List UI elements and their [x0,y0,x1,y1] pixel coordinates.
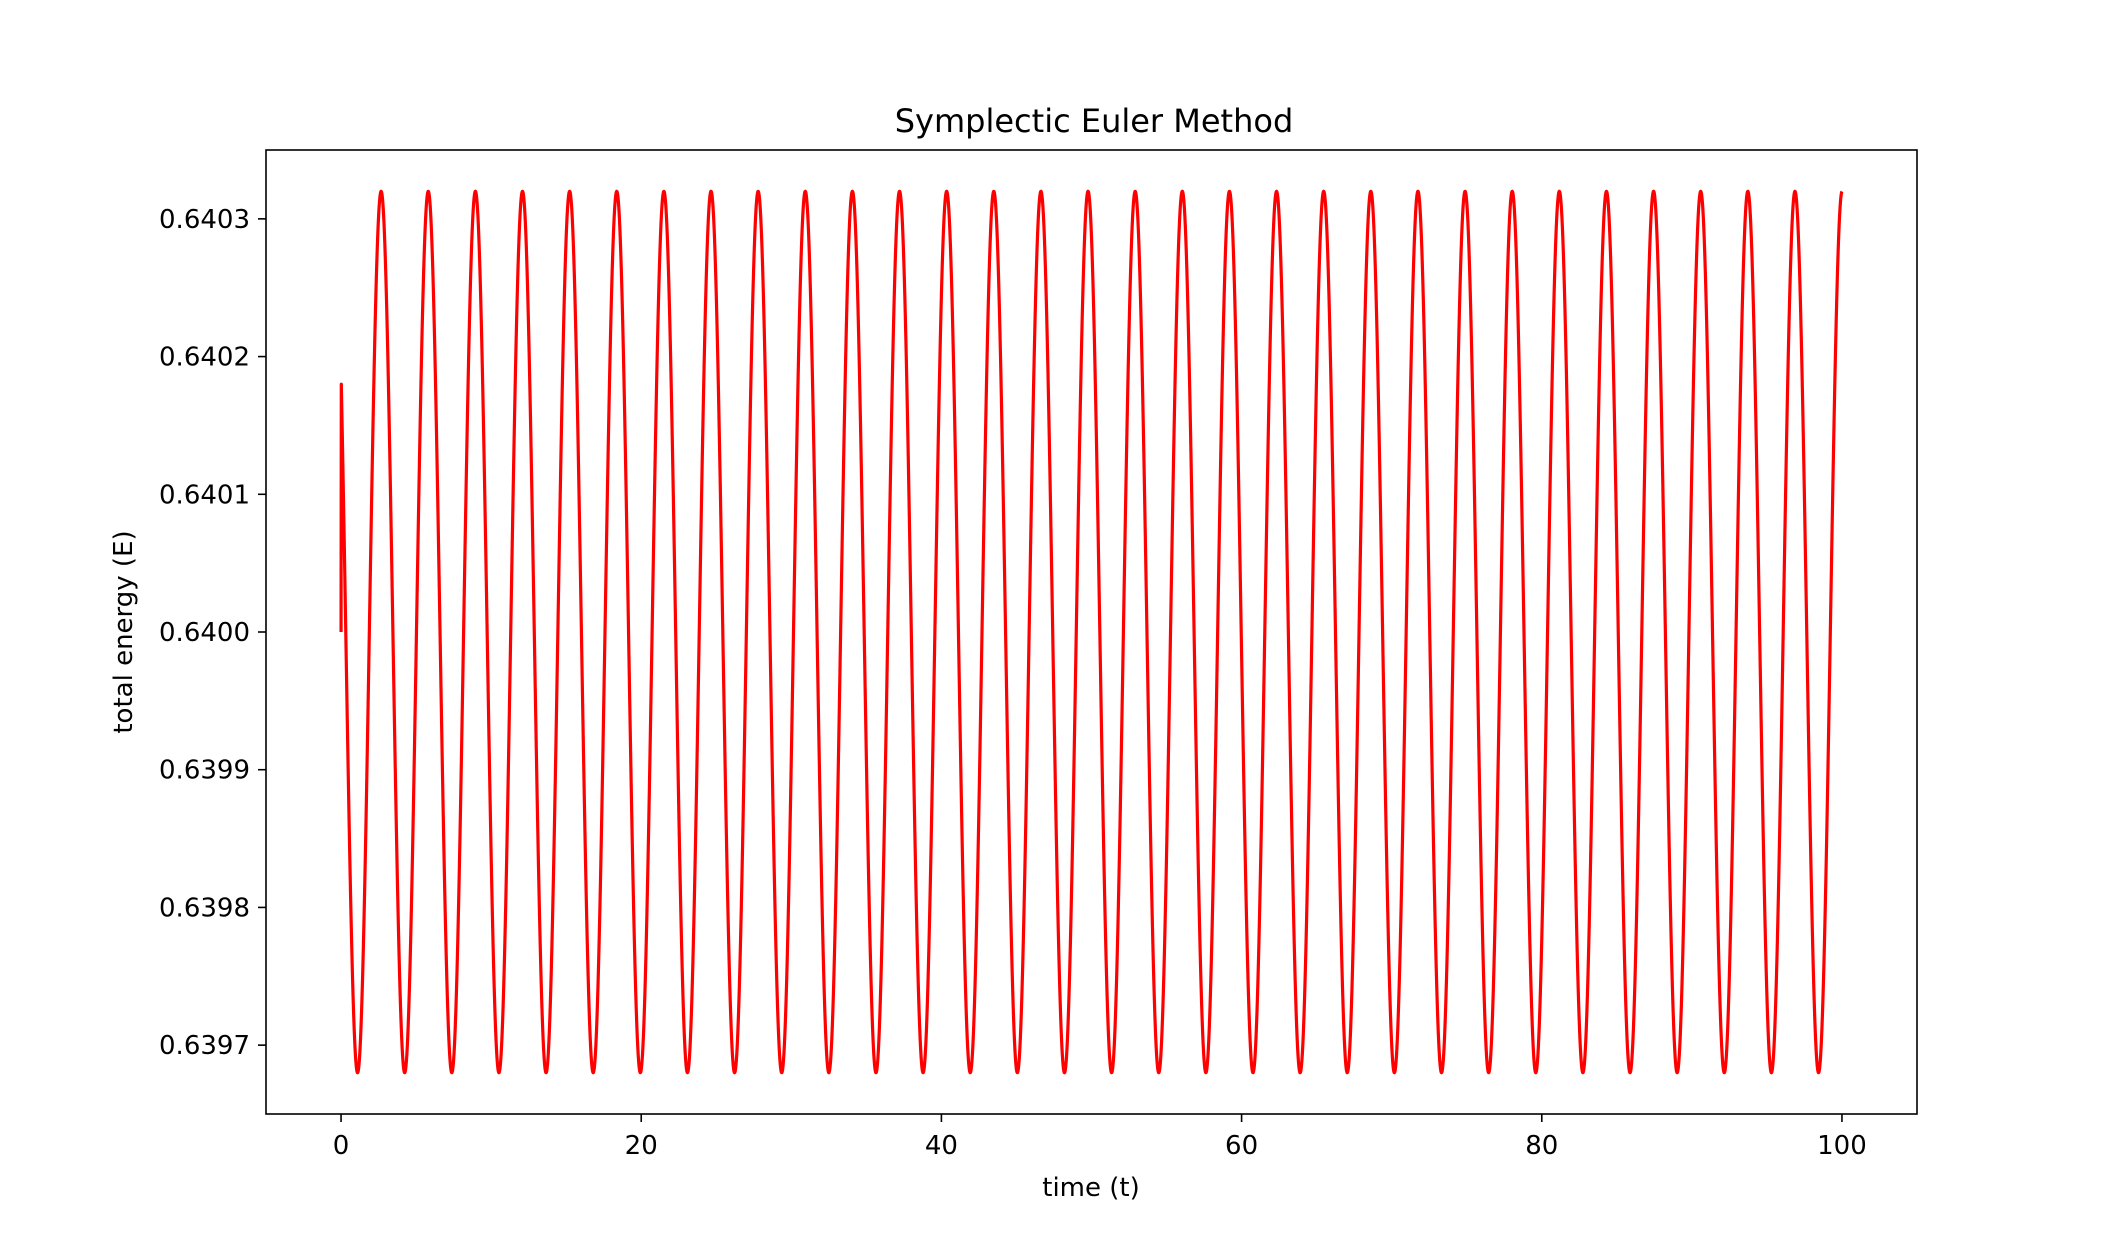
x-axis-label: time (t) [1042,1173,1140,1203]
y-tick-label: 0.6399 [159,756,250,786]
y-tick-label: 0.6402 [159,343,250,373]
y-axis-label: total energy (E) [109,530,139,733]
x-tick-label: 100 [1817,1131,1867,1161]
y-tick-label: 0.6400 [159,618,250,648]
y-tick-label: 0.6398 [159,893,250,923]
chart-title: Symplectic Euler Method [895,102,1294,140]
x-axis-ticks: 0 20 40 60 80 100 [333,1114,1867,1161]
x-tick-label: 0 [333,1131,350,1161]
x-tick-label: 20 [625,1131,658,1161]
x-tick-label: 80 [1525,1131,1558,1161]
y-tick-label: 0.6403 [159,205,250,235]
y-axis-ticks: 0.6397 0.6398 0.6399 0.6400 0.6401 0.6402 0.64… [159,205,266,1061]
x-tick-label: 60 [1225,1131,1258,1161]
y-tick-label: 0.6401 [159,480,250,510]
x-tick-label: 40 [925,1131,958,1161]
y-tick-label: 0.6397 [159,1031,250,1061]
energy-series-line [339,189,1844,1075]
